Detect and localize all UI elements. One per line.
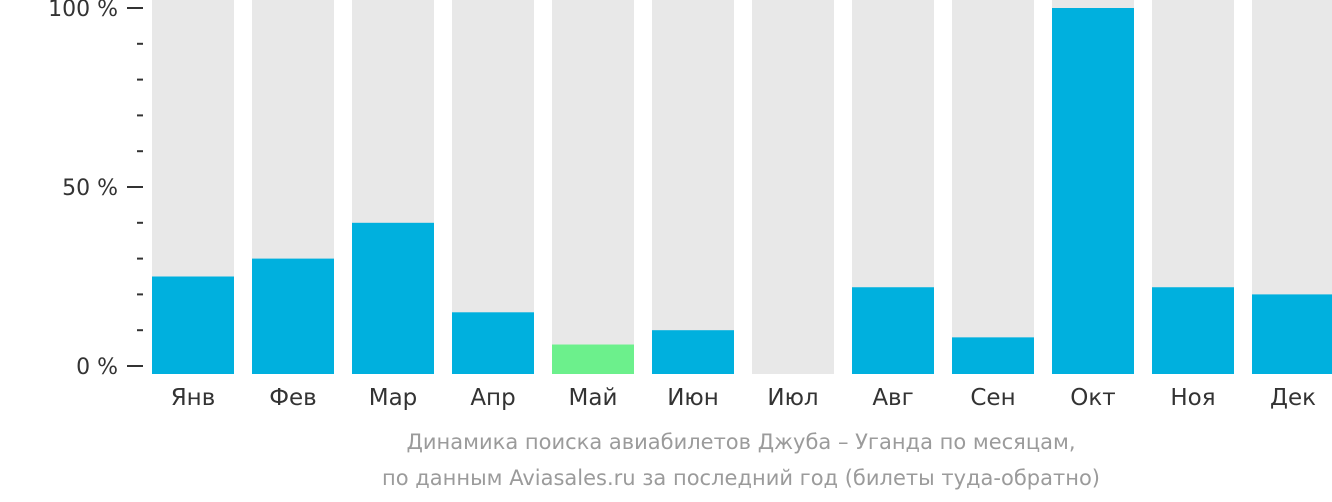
bar-Май xyxy=(552,344,634,374)
x-tick-label: Янв xyxy=(171,385,216,411)
bar-Фев xyxy=(252,258,334,374)
x-tick-label: Окт xyxy=(1070,385,1115,411)
bars xyxy=(152,0,1332,374)
x-tick-label: Апр xyxy=(470,385,515,411)
bar-Янв xyxy=(152,276,234,374)
bar-background xyxy=(452,0,534,374)
x-tick-label: Сен xyxy=(970,385,1015,411)
bar-Сен xyxy=(952,337,1034,374)
x-tick-label: Дек xyxy=(1270,385,1316,411)
y-axis: 0 % 50 % 100 % xyxy=(48,0,143,380)
y-tick-label: 50 % xyxy=(62,176,118,201)
bar-Июн xyxy=(652,330,734,374)
bar-Авг xyxy=(852,287,934,374)
bar-Ноя xyxy=(1152,287,1234,374)
bar-background xyxy=(952,0,1034,374)
chart-caption-line-2: по данным Aviasales.ru за последний год … xyxy=(382,466,1100,490)
x-tick-label: Ноя xyxy=(1170,385,1215,411)
bar-Окт xyxy=(1052,8,1134,374)
bar-background xyxy=(552,0,634,374)
x-tick-label: Май xyxy=(569,385,618,411)
x-tick-label: Авг xyxy=(872,385,913,411)
bar-background xyxy=(652,0,734,374)
x-tick-label: Июн xyxy=(667,385,719,411)
y-tick-label: 100 % xyxy=(48,0,118,22)
x-tick-label: Июл xyxy=(767,385,818,411)
x-axis-labels: Янв Фев Мар Апр Май Июн Июл Авг Сен Окт Ноя Дек xyxy=(171,385,1316,411)
bar-background xyxy=(752,0,834,374)
y-tick-label: 0 % xyxy=(76,355,118,380)
bar-Дек xyxy=(1252,294,1332,374)
bar-Апр xyxy=(452,312,534,374)
x-tick-label: Фев xyxy=(269,385,317,411)
x-tick-label: Мар xyxy=(369,385,418,411)
bar-Мар xyxy=(352,222,434,374)
chart-caption-line-1: Динамика поиска авиабилетов Джуба – Уган… xyxy=(406,430,1076,454)
